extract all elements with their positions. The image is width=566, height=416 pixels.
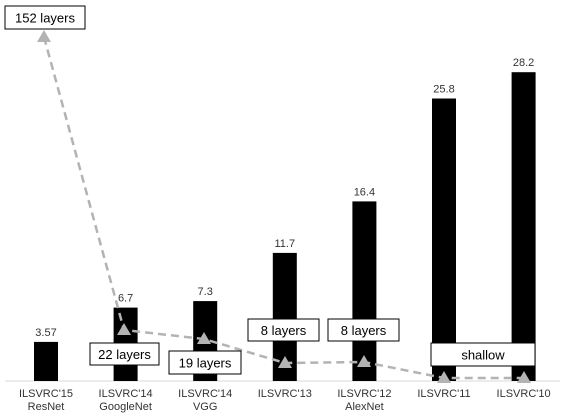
category-label-2: ILSVRC'14 bbox=[178, 388, 232, 400]
depth-marker-4 bbox=[357, 355, 371, 367]
category-label-0: ILSVRC'15 bbox=[19, 388, 73, 400]
depth-label-3: 8 layers bbox=[261, 323, 307, 338]
bar-0 bbox=[34, 341, 58, 381]
category-labels-group: ILSVRC'15ResNetILSVRC'14GoogleNetILSVRC'… bbox=[19, 388, 551, 413]
category-sublabel-1: GoogleNet bbox=[99, 401, 152, 413]
depth-series-group: 152 layers 22 layers 19 layers 8 layers 8 la… bbox=[4, 5, 536, 383]
value-labels-group: 3.57 6.7 7.3 11.7 16.4 25.8 28.2 bbox=[35, 57, 534, 339]
bar-4 bbox=[352, 201, 377, 381]
category-label-4: ILSVRC'12 bbox=[337, 388, 391, 400]
value-label-1: 6.7 bbox=[118, 293, 133, 305]
value-label-4: 16.4 bbox=[354, 186, 375, 198]
category-label-5: ILSVRC'11 bbox=[417, 388, 470, 400]
bars-group bbox=[34, 72, 536, 381]
category-sublabel-2: VGG bbox=[193, 401, 217, 413]
depth-label-4: 8 layers bbox=[341, 323, 387, 338]
category-sublabel-4: AlexNet bbox=[345, 401, 384, 413]
depth-label-box-0 bbox=[4, 5, 86, 30]
depth-label-box-1 bbox=[89, 342, 160, 366]
depth-label-box-4 bbox=[327, 318, 400, 342]
depth-marker-6 bbox=[517, 371, 531, 383]
depth-label-2: 19 layers bbox=[179, 356, 232, 371]
depth-label-1: 22 layers bbox=[98, 347, 151, 362]
depth-marker-2 bbox=[197, 332, 211, 344]
category-label-6: ILSVRC'10 bbox=[497, 388, 551, 400]
depth-label-box-2 bbox=[168, 350, 242, 375]
value-label-0: 3.57 bbox=[35, 327, 56, 339]
value-label-5: 25.8 bbox=[433, 84, 454, 96]
depth-label-box-3 bbox=[247, 318, 320, 342]
depth-marker-5 bbox=[437, 371, 451, 383]
depth-label-5: shallow bbox=[461, 348, 505, 363]
depth-marker-3 bbox=[278, 356, 292, 368]
value-label-3: 11.7 bbox=[275, 238, 296, 250]
value-label-6: 28.2 bbox=[513, 57, 534, 69]
depth-label-0: 152 layers bbox=[15, 11, 75, 26]
bar-5 bbox=[432, 98, 456, 381]
depth-marker-1 bbox=[117, 323, 131, 335]
category-label-1: ILSVRC'14 bbox=[99, 388, 153, 400]
category-sublabel-0: ResNet bbox=[28, 401, 65, 413]
category-label-3: ILSVRC'13 bbox=[258, 388, 312, 400]
value-label-2: 7.3 bbox=[198, 286, 213, 298]
depth-marker-0 bbox=[37, 30, 51, 42]
bar-6 bbox=[511, 72, 536, 381]
depth-label-box-5 bbox=[430, 342, 536, 367]
